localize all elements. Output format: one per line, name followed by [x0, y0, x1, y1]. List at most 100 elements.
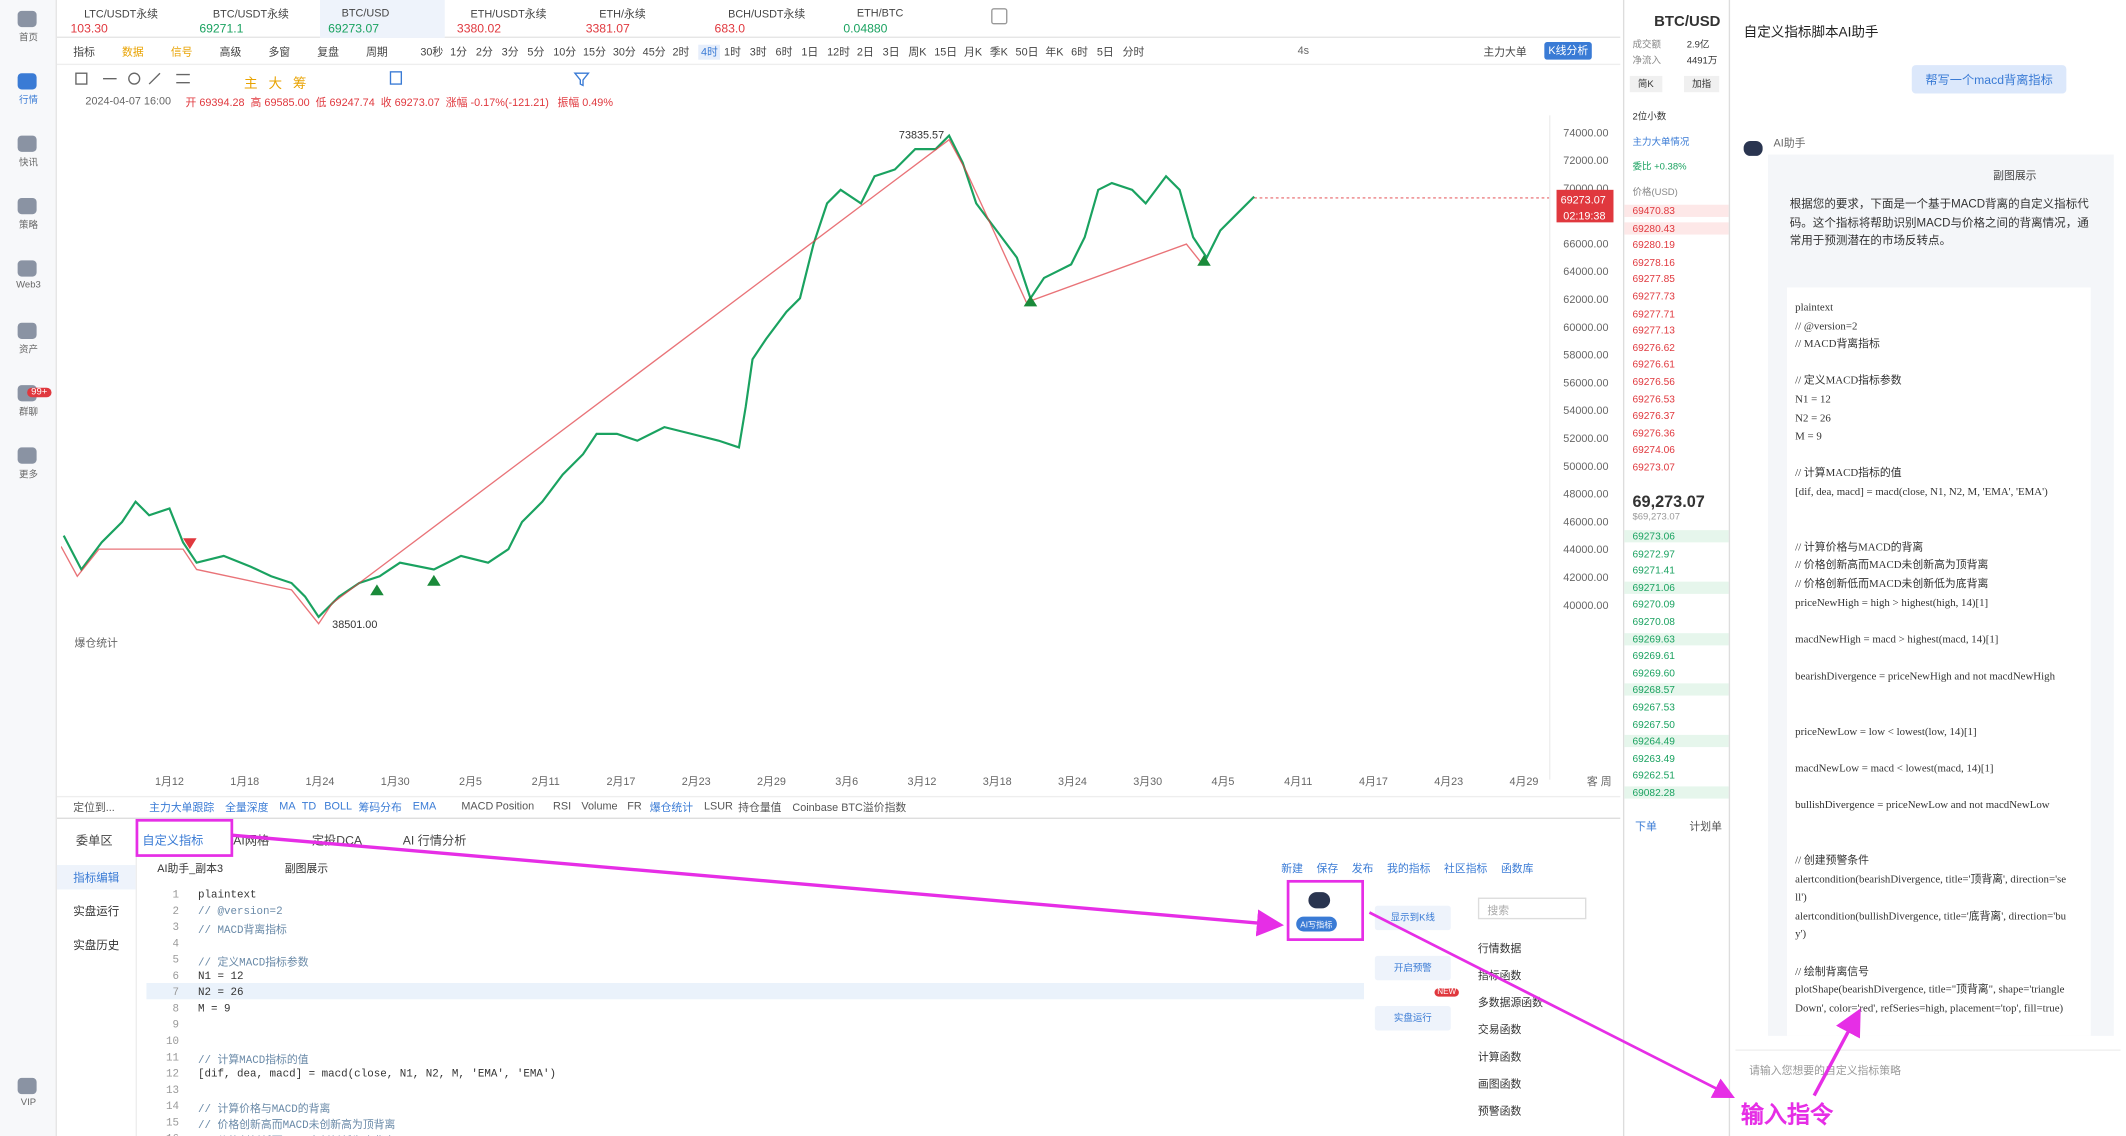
nav-item[interactable]: 资产 [18, 345, 38, 356]
editor-action[interactable]: 函数库 [1500, 862, 1534, 875]
period-button[interactable]: 15分 [583, 46, 606, 59]
nav-item[interactable]: 更多 [18, 470, 38, 480]
nav-item[interactable]: 策略 [18, 221, 38, 231]
period-button[interactable]: 10分 [553, 46, 577, 59]
editor-action[interactable]: 保存 [1316, 862, 1339, 875]
toolbar-button[interactable]: 数据 [122, 46, 144, 59]
period-button[interactable]: 6时 [775, 46, 793, 59]
indicator-button[interactable]: TD [301, 799, 317, 813]
period-button[interactable]: 4时 [698, 44, 721, 60]
panel-tab[interactable]: 定投DCA [311, 833, 363, 848]
nav-item[interactable]: VIP [20, 1098, 37, 1108]
indicator-button[interactable]: Position [495, 799, 535, 813]
period-button[interactable]: 30分 [612, 46, 636, 59]
tab[interactable]: ETH/BTC 0.04880 [835, 0, 960, 38]
indicator-button[interactable]: 爆仓统计 [649, 801, 694, 814]
function-category[interactable]: 计算函数 [1477, 1050, 1522, 1064]
side-button[interactable]: 实盘运行 [1374, 1006, 1451, 1031]
editor-action[interactable]: 发布 [1351, 862, 1374, 875]
drawing-tool[interactable]: 大 [268, 77, 283, 93]
toolbar-button[interactable]: 指标 [73, 46, 95, 59]
tab[interactable]: BCH/USDT永续 683.0 [706, 0, 831, 38]
nav-item[interactable]: 首页 [18, 33, 38, 44]
editor-action[interactable]: 社区指标 [1444, 862, 1488, 875]
function-category[interactable]: 指标函数 [1477, 969, 1522, 982]
panel-nav[interactable]: 实盘运行 [73, 904, 120, 918]
drawing-tool[interactable]: 主 [244, 77, 258, 93]
tab[interactable]: BTC/USD 69273.07 [319, 0, 445, 38]
period-button[interactable]: 3日 [882, 46, 900, 59]
indicator-button[interactable]: MA [279, 799, 296, 813]
side-button[interactable]: 显示到K线 [1374, 905, 1451, 931]
period-button[interactable]: 3时 [749, 46, 767, 59]
tab[interactable]: ETH/USDT永续 3380.02 [449, 0, 574, 38]
panel-nav[interactable]: 指标编辑 [56, 865, 136, 890]
response-mode[interactable]: 副图展示 [1993, 169, 2037, 182]
panel-tab[interactable]: 自定义指标 [142, 833, 204, 848]
toolbar-button[interactable]: 高级 [219, 46, 242, 59]
main-order-button[interactable]: 主力大单 [1483, 46, 1527, 59]
period-button[interactable]: 季K [989, 46, 1008, 59]
ai-write-button[interactable]: AI写指标 [1294, 887, 1346, 936]
period-button[interactable]: 3分 [501, 46, 519, 59]
period-button[interactable]: 5日 [1096, 46, 1114, 59]
function-category[interactable]: 行情数据 [1477, 942, 1522, 955]
period-button[interactable]: 45分 [642, 46, 666, 59]
toolbar-button[interactable]: 多窗 [268, 46, 291, 59]
period-button[interactable]: 周K [908, 46, 927, 59]
display-mode[interactable]: 副图展示 [284, 862, 329, 875]
function-category[interactable]: 画图函数 [1477, 1077, 1522, 1091]
side-button[interactable]: 开启预警 [1374, 955, 1451, 981]
indicator-button[interactable]: MACD [461, 799, 494, 813]
indicator-button[interactable]: 全量深度 [225, 801, 269, 814]
indicator-button[interactable]: BOLL [324, 799, 353, 813]
book-tab[interactable]: 下单 [1635, 820, 1657, 833]
indicator-button[interactable]: 定位到... [73, 801, 115, 814]
book-button[interactable]: 加指 [1683, 75, 1720, 93]
tab[interactable]: ETH/永续 3381.07 [578, 0, 703, 38]
period-button[interactable]: 1日 [801, 46, 819, 59]
decimals[interactable]: 2位小数 [1632, 112, 1667, 123]
add-tab[interactable] [991, 8, 1008, 25]
toolbar-button[interactable]: 信号 [170, 46, 193, 59]
period-button[interactable]: 月K [964, 46, 983, 59]
panel-nav[interactable]: 实盘历史 [73, 938, 120, 952]
big-orders[interactable]: 主力大单情况 [1632, 138, 1690, 148]
nav-item[interactable]: 快讯 [18, 158, 38, 169]
nav-item[interactable]: 行情 [18, 96, 38, 106]
period-button[interactable]: 6时 [1071, 46, 1089, 59]
nav-item[interactable]: 群聊 [18, 408, 38, 418]
period-button[interactable]: 分时 [1122, 46, 1145, 59]
period-button[interactable]: 2分 [475, 46, 493, 59]
indicator-button[interactable]: 主力大单跟踪 [149, 801, 215, 814]
nav-item[interactable]: Web3 [16, 280, 41, 291]
indicator-button[interactable]: 持仓量值 [738, 801, 782, 814]
drawing-tool[interactable]: 筹 [292, 77, 307, 93]
toolbar-button[interactable]: 复盘 [317, 46, 339, 59]
tab[interactable]: LTC/USDT永续 103.30 [62, 0, 187, 38]
period-button[interactable]: 5分 [527, 46, 545, 59]
editor-action[interactable]: 我的指标 [1387, 862, 1431, 875]
period-button[interactable]: 1时 [724, 46, 741, 59]
indicator-button[interactable]: Volume [581, 799, 618, 813]
period-button[interactable]: 2日 [856, 46, 874, 59]
panel-tab[interactable]: AI网格 [233, 833, 270, 848]
panel-tab[interactable]: 委单区 [75, 833, 113, 848]
indicator-button[interactable]: Coinbase BTC溢价指数 [792, 801, 907, 814]
editor-action[interactable]: 新建 [1281, 862, 1303, 875]
prompt-input[interactable]: 请输入您想要的自定义指标策略 [1735, 1049, 2121, 1090]
indicator-button[interactable]: 筹码分布 [358, 801, 402, 814]
indicator-button[interactable]: EMA [412, 799, 437, 813]
toolbar-button[interactable]: 周期 [366, 46, 388, 59]
period-button[interactable]: 2时 [672, 46, 690, 59]
panel-tab[interactable]: AI 行情分析 [402, 833, 467, 848]
indicator-button[interactable]: FR [627, 799, 642, 813]
indicator-button[interactable]: RSI [553, 799, 572, 813]
function-category[interactable]: 预警函数 [1477, 1105, 1522, 1118]
function-category[interactable]: 多数据源函数 [1477, 996, 1543, 1009]
function-category[interactable]: 交易函数 [1477, 1023, 1522, 1036]
indicator-button[interactable]: LSUR [703, 799, 733, 813]
tab[interactable]: BTC/USDT永续 69271.1 [191, 0, 316, 38]
search-box[interactable]: 搜索 [1477, 897, 1587, 920]
book-button[interactable]: 简K [1629, 75, 1662, 93]
